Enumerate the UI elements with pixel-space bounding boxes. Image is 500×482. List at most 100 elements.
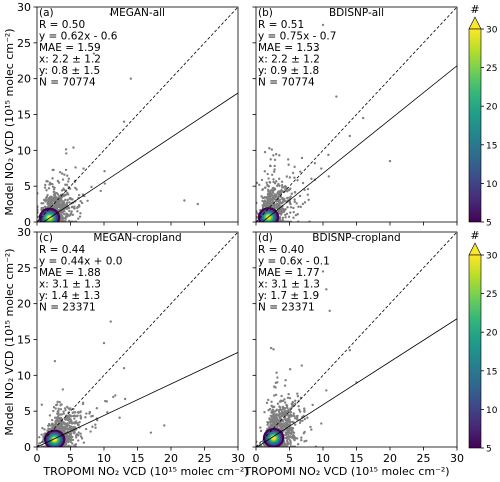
scatter-point: [295, 415, 298, 418]
scatter-point: [265, 181, 268, 184]
scatter-point: [62, 412, 65, 415]
scatter-point: [268, 181, 272, 184]
scatter-point: [271, 405, 274, 408]
scatter-point: [51, 182, 54, 186]
scatter-point: [264, 200, 267, 203]
scatter-point: [66, 174, 69, 177]
scatter-point: [129, 77, 132, 80]
scatter-point: [94, 423, 97, 426]
panel-tag: (d): [258, 232, 273, 244]
scatter-point: [279, 412, 283, 415]
scatter-point: [267, 426, 271, 429]
scatter-point: [313, 162, 317, 165]
scatter-point: [271, 198, 275, 201]
scatter-point: [270, 148, 274, 151]
scatter-point: [279, 201, 282, 204]
scatter-point: [325, 389, 328, 392]
scatter-point: [285, 175, 288, 178]
scatter-point: [280, 394, 283, 398]
scatter-point: [274, 413, 278, 416]
scatter-point: [280, 209, 284, 212]
scatter-point: [294, 399, 297, 402]
scatter-point: [57, 202, 60, 205]
scatter-point: [45, 196, 48, 200]
scatter-point: [300, 364, 304, 367]
scatter-point: [66, 422, 69, 425]
scatter-point: [296, 392, 299, 395]
scatter-point: [56, 179, 60, 183]
scatter-point: [80, 201, 84, 205]
scatter-point: [273, 394, 276, 397]
x-tick-label: 10: [316, 452, 330, 465]
scatter-point: [256, 212, 259, 215]
scatter-point: [296, 394, 300, 398]
scatter-point: [104, 399, 107, 403]
scatter-point: [76, 414, 79, 417]
stats-line: R = 0.50: [39, 19, 85, 31]
scatter-point: [292, 206, 295, 210]
scatter-point: [270, 409, 273, 413]
scatter-point: [123, 397, 127, 401]
scatter-point: [266, 200, 269, 204]
scatter-point: [303, 407, 306, 410]
scatter-point: [65, 152, 68, 155]
stats-line: R = 0.44: [39, 244, 85, 256]
scatter-point: [286, 406, 289, 410]
scatter-point: [275, 416, 278, 419]
scatter-point: [46, 193, 49, 197]
scatter-point: [94, 426, 97, 429]
scatter-point: [285, 212, 289, 215]
scatter-point: [62, 201, 66, 204]
colorbar-bottom-bar: [468, 254, 482, 449]
scatter-point: [48, 427, 51, 431]
scatter-point: [278, 405, 281, 408]
scatter-point: [269, 421, 272, 424]
one-to-one-line: [37, 7, 238, 222]
scatter-point: [292, 434, 296, 437]
x-axis-label-left: TROPOMI NO₂ VCD (10¹⁵ molec cm⁻²): [42, 465, 248, 478]
scatter-point: [49, 202, 52, 206]
stats-line: R = 0.40: [258, 244, 304, 256]
scatter-point: [76, 205, 80, 209]
scatter-point: [301, 181, 305, 185]
scatter-point: [273, 158, 277, 162]
stats-line: N = 23371: [39, 302, 96, 314]
x-tick-label: 0: [34, 452, 41, 465]
scatter-point: [272, 385, 276, 388]
scatter-point: [86, 199, 89, 202]
y-tick-label: 10: [17, 369, 31, 382]
scatter-point: [57, 407, 60, 410]
scatter-point: [65, 424, 68, 428]
scatter-point: [73, 426, 76, 429]
scatter-point: [285, 442, 289, 446]
scatter-point: [283, 197, 286, 201]
scatter-point: [298, 194, 302, 198]
panel-title: BDISNP-cropland: [312, 232, 400, 244]
scatter-point: [79, 200, 82, 203]
scatter-point: [303, 417, 307, 421]
scatter-point: [259, 426, 262, 429]
scatter-point: [280, 184, 284, 187]
scatter-point: [294, 437, 297, 440]
scatter-point: [298, 421, 302, 425]
scatter-point: [286, 206, 289, 209]
scatter-point: [149, 431, 153, 434]
scatter-point: [66, 427, 70, 430]
scatter-point: [53, 190, 56, 194]
scatter-point: [272, 170, 276, 173]
scatter-point: [263, 410, 266, 414]
scatter-point: [281, 218, 284, 221]
scatter-point: [109, 12, 112, 16]
scatter-point: [77, 439, 80, 442]
panel-a: 0 5 10 15 20 25 30 (a) MEGAN-all R = 0.50y = 0.62…: [17, 1, 239, 229]
scatter-point: [63, 173, 66, 176]
y-tick-label: 30: [17, 226, 31, 239]
colorbar-tick-label: 15: [486, 141, 497, 151]
scatter-point: [348, 349, 351, 352]
scatter-point: [65, 202, 69, 205]
one-to-one-line: [256, 7, 457, 222]
scatter-point: [303, 410, 306, 413]
scatter-point: [285, 424, 289, 428]
scatter-point: [43, 186, 47, 189]
x-axis-label-right: TROPOMI NO₂ VCD (10¹⁵ molec cm⁻²): [243, 465, 449, 478]
